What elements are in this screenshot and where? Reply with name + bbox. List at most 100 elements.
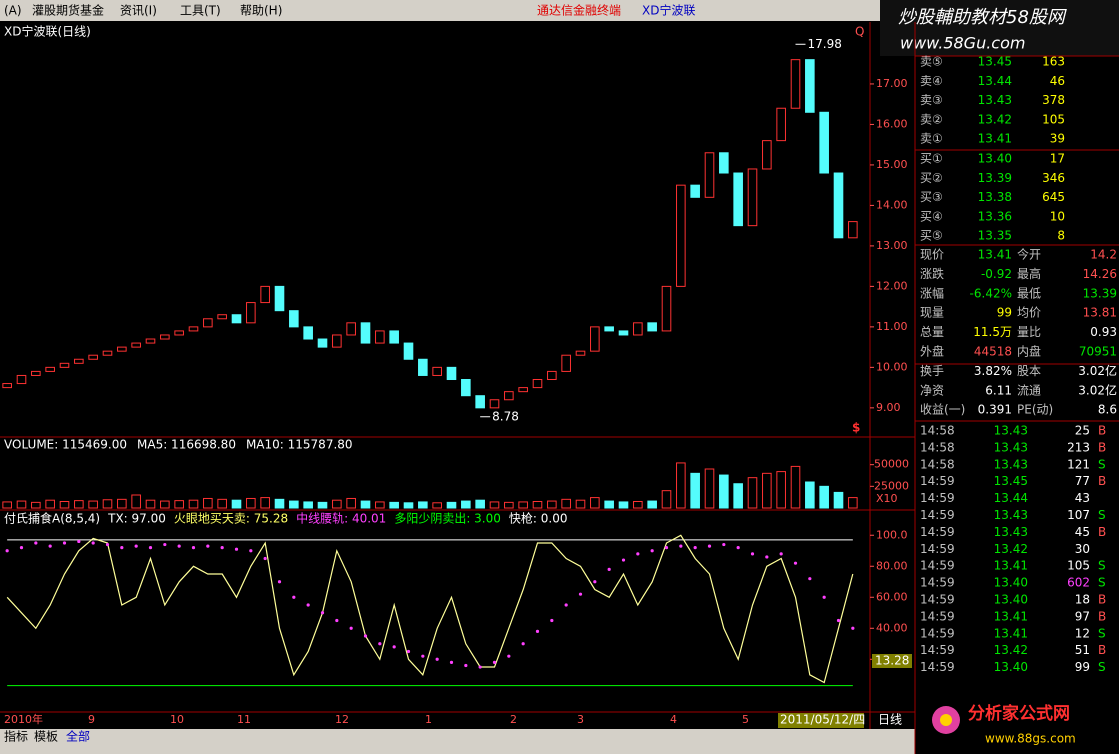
- indicator-dot: [521, 642, 525, 646]
- volume-bar: [131, 494, 141, 509]
- quote-value: 70951: [1079, 345, 1117, 359]
- volume-bar: [102, 499, 113, 509]
- logo-url: www.88gs.com: [985, 732, 1076, 746]
- quote-label: 外盘: [920, 344, 944, 359]
- quote-value: 3.02亿: [1078, 363, 1117, 378]
- indicator-dot: [851, 626, 855, 630]
- trade-flag: S: [1098, 626, 1106, 640]
- book-volume: 46: [1050, 74, 1065, 88]
- indicator-dot: [320, 611, 325, 615]
- indicator-dot: [148, 546, 153, 550]
- quote-value: 14.2: [1090, 248, 1117, 262]
- period-label[interactable]: 日线: [878, 713, 902, 727]
- indicator-dot: [435, 657, 439, 661]
- candle-up: [633, 322, 643, 336]
- candle-down: [303, 326, 313, 340]
- trade-time: 14:59: [920, 491, 955, 505]
- unit-label: X10: [876, 492, 898, 505]
- indicator-dot: [363, 634, 368, 638]
- trade-flag: B: [1098, 424, 1106, 438]
- indicator-dot: [693, 546, 697, 550]
- indicator-dot: [177, 544, 181, 548]
- indicator-dot: [492, 660, 497, 664]
- candle-down: [647, 322, 657, 332]
- candle-down: [274, 285, 285, 312]
- trade-flag: B: [1098, 440, 1106, 454]
- y-tick-label: 17.00: [876, 77, 908, 90]
- candle-up: [2, 383, 12, 389]
- book-price: 13.38: [978, 190, 1012, 204]
- indicator-dot: [779, 552, 783, 556]
- indicator-dot: [822, 595, 826, 599]
- candle-up: [45, 366, 55, 372]
- trade-flag: S: [1098, 457, 1106, 471]
- volume-bar: [332, 499, 342, 509]
- volume-bar: [231, 499, 242, 509]
- candle-up: [661, 285, 672, 332]
- menu-item[interactable]: (A): [4, 4, 22, 18]
- indicator-dot: [48, 544, 52, 548]
- candle-down: [360, 322, 371, 344]
- menu-item[interactable]: 工具(T): [180, 4, 221, 18]
- trade-volume: 12: [1075, 626, 1090, 640]
- candle-up: [260, 285, 270, 304]
- x-tick-label: 10: [170, 713, 184, 726]
- volume-bar: [260, 497, 270, 509]
- candle-down: [446, 366, 457, 381]
- book-volume: 346: [1042, 171, 1065, 185]
- logo-title: 分析家公式网: [968, 703, 1070, 724]
- date-label: 2011/05/12/四: [780, 713, 865, 727]
- candle-down: [317, 338, 328, 348]
- indicator-dot: [679, 544, 683, 548]
- indicator-dot: [5, 549, 9, 553]
- volume-bar: [504, 501, 514, 509]
- menu-item[interactable]: 帮助(H): [240, 4, 282, 18]
- quote-value: 3.02亿: [1078, 382, 1117, 397]
- candle-up: [575, 350, 586, 356]
- volume-bar: [819, 485, 829, 509]
- candle-up: [375, 330, 385, 344]
- trade-time: 14:59: [920, 474, 955, 488]
- trade-flag: B: [1098, 593, 1106, 607]
- indicator-dot: [836, 618, 841, 623]
- quote-value: 99: [997, 306, 1012, 320]
- quote-value: 13.41: [978, 248, 1012, 262]
- tab[interactable]: 指标: [4, 729, 28, 744]
- trade-price: 13.41: [994, 609, 1028, 623]
- menu-item[interactable]: 资讯(I): [120, 4, 157, 18]
- indicator-dot: [535, 629, 540, 633]
- menu-item[interactable]: 灌股期货基金: [32, 3, 104, 18]
- book-volume: 17: [1050, 152, 1065, 166]
- x-tick-label: 9: [88, 713, 95, 726]
- volume-bar: [389, 501, 399, 509]
- trade-price: 13.45: [994, 474, 1028, 488]
- tab[interactable]: 模板: [34, 730, 58, 744]
- candle-up: [117, 346, 127, 352]
- trade-time: 14:58: [920, 440, 955, 454]
- indicator-dot: [77, 539, 81, 544]
- quote-value: -6.42%: [970, 286, 1012, 300]
- candle-down: [604, 326, 614, 332]
- trade-volume: 99: [1075, 660, 1090, 674]
- trade-volume: 105: [1067, 559, 1090, 573]
- trade-price: 13.43: [994, 424, 1028, 438]
- trade-volume: 97: [1075, 609, 1090, 623]
- y-tick-label: 80.00: [876, 559, 908, 572]
- volume-bar: [59, 501, 70, 509]
- trade-time: 14:59: [920, 508, 955, 522]
- candle-up: [88, 354, 98, 360]
- watermark-title: 炒股輔助教材58股网: [898, 7, 1067, 28]
- candle-down: [690, 184, 700, 198]
- candle-down: [231, 314, 242, 324]
- quote-value: 0.93: [1090, 325, 1117, 339]
- quote-label: 最高: [1017, 266, 1041, 281]
- volume-bar: [747, 477, 758, 509]
- tab[interactable]: 全部: [66, 729, 90, 744]
- watermark-box: [880, 0, 1119, 56]
- trade-volume: 602: [1067, 576, 1090, 590]
- volume-bar: [145, 499, 156, 509]
- indicator-dot: [105, 542, 110, 547]
- quote-value: 6.11: [985, 383, 1012, 397]
